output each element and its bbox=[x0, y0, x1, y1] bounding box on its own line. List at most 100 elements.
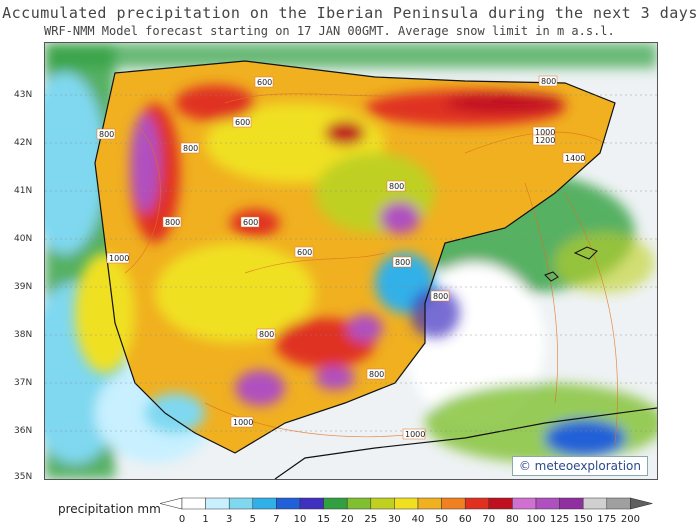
legend-tick-label: 7 bbox=[273, 514, 279, 525]
legend-tick-label: 3 bbox=[226, 514, 232, 525]
lat-label-39n: 39N bbox=[14, 282, 33, 292]
legend-swatch bbox=[582, 497, 608, 510]
lat-label-36n: 36N bbox=[14, 426, 33, 436]
legend-tick-label: 40 bbox=[412, 514, 425, 525]
snow-label-17: 800 bbox=[392, 256, 412, 268]
legend-tick-label: 20 bbox=[341, 514, 354, 525]
legend-tick-label: 50 bbox=[435, 514, 448, 525]
snow-label-5: 800 bbox=[180, 142, 200, 154]
snow-label-16: 800 bbox=[366, 368, 386, 380]
lat-label-43n: 43N bbox=[14, 90, 33, 100]
snow-label-8: 1400 bbox=[562, 152, 585, 164]
legend-tick-label: 150 bbox=[574, 514, 593, 525]
snow-label-18: 1000 bbox=[230, 416, 253, 428]
snow-label-9: 800 bbox=[386, 180, 406, 192]
legend-tick-label: 70 bbox=[482, 514, 495, 525]
snow-label-11: 800 bbox=[162, 216, 182, 228]
lat-label-37n: 37N bbox=[14, 378, 33, 388]
snow-label-7: 1200 bbox=[532, 134, 555, 146]
svg-text:600: 600 bbox=[243, 218, 258, 227]
legend-swatch bbox=[370, 497, 395, 510]
map-subtitle: WRF-NMM Model forecast starting on 17 JA… bbox=[44, 24, 615, 38]
legend-tick-label: 60 bbox=[459, 514, 472, 525]
legend-swatch bbox=[346, 497, 372, 510]
legend-swatch bbox=[488, 497, 513, 510]
snow-label-3: 600 bbox=[254, 76, 274, 88]
svg-text:1000: 1000 bbox=[233, 418, 253, 427]
legend-swatch bbox=[417, 497, 442, 510]
legend-tick-label: 25 bbox=[364, 514, 377, 525]
map-canvas: 800 800 600 600 800 1000 1200 1400 800 6… bbox=[45, 43, 657, 479]
snow-contours bbox=[124, 92, 618, 444]
legend-swatch bbox=[606, 497, 631, 510]
svg-text:800: 800 bbox=[433, 292, 448, 301]
lat-label-41n: 41N bbox=[14, 186, 33, 196]
lat-label-38n: 38N bbox=[14, 330, 33, 340]
lat-label-35n: 35N bbox=[14, 472, 33, 482]
legend-tick-label: 100 bbox=[526, 514, 545, 525]
legend-swatch bbox=[276, 497, 301, 510]
svg-text:800: 800 bbox=[183, 144, 198, 153]
legend-colorbar: 0 1 3 5 7 10 15 20 25 30 40 50 60 70 80 100 125 150 175 200 bbox=[159, 497, 653, 525]
legend-swatch bbox=[181, 497, 206, 510]
legend-swatch bbox=[441, 497, 466, 510]
legend-tick-label: 175 bbox=[597, 514, 616, 525]
snow-label-2: 800 bbox=[96, 128, 116, 140]
precipitation-map: 800 800 600 600 800 1000 1200 1400 800 6… bbox=[44, 42, 658, 480]
svg-text:1000: 1000 bbox=[405, 430, 425, 439]
svg-text:800: 800 bbox=[99, 130, 114, 139]
snow-label-13: 600 bbox=[294, 246, 314, 258]
snow-label-12: 800 bbox=[430, 290, 450, 302]
svg-text:600: 600 bbox=[235, 118, 250, 127]
legend-swatch bbox=[535, 497, 560, 510]
svg-text:1400: 1400 bbox=[565, 154, 585, 163]
africa-coastline bbox=[274, 407, 657, 479]
legend-swatch bbox=[323, 497, 348, 510]
legend-tick-label: 80 bbox=[506, 514, 519, 525]
legend-tick-label: 0 bbox=[179, 514, 185, 525]
svg-text:1200: 1200 bbox=[535, 136, 555, 145]
legend-tick-label: 15 bbox=[317, 514, 330, 525]
legend-swatch bbox=[394, 497, 419, 510]
legend-tick-label: 1 bbox=[202, 514, 208, 525]
svg-text:600: 600 bbox=[297, 248, 312, 257]
legend-swatch bbox=[512, 497, 537, 510]
legend-tick-label: 10 bbox=[294, 514, 307, 525]
legend-tick-label: 30 bbox=[388, 514, 401, 525]
legend-tick-label: 125 bbox=[550, 514, 569, 525]
legend-arrow-left bbox=[159, 497, 183, 510]
legend-swatch bbox=[252, 497, 277, 510]
legend-arrow-right bbox=[630, 497, 653, 510]
legend-tick-label: 5 bbox=[250, 514, 256, 525]
snow-label-10: 600 bbox=[240, 216, 260, 228]
svg-text:1000: 1000 bbox=[109, 254, 129, 263]
svg-text:800: 800 bbox=[395, 258, 410, 267]
balearic-islands bbox=[544, 246, 598, 282]
svg-text:1000: 1000 bbox=[535, 128, 555, 137]
legend-title: precipitation mm bbox=[58, 502, 161, 516]
precipitation-legend: precipitation mm 0 1 3 5 7 10 15 20 25 30 40 50 60 70… bbox=[0, 492, 700, 525]
lat-label-42n: 42N bbox=[14, 138, 33, 148]
coastline bbox=[94, 60, 616, 454]
legend-swatch bbox=[299, 497, 324, 510]
credit-badge[interactable]: © meteoexploration bbox=[511, 456, 648, 476]
snow-label-4: 600 bbox=[232, 116, 252, 128]
svg-text:800: 800 bbox=[165, 218, 180, 227]
snow-label-1: 800 bbox=[538, 75, 558, 87]
svg-text:800: 800 bbox=[541, 77, 556, 86]
legend-swatch bbox=[228, 497, 254, 510]
svg-text:600: 600 bbox=[257, 78, 272, 87]
snow-label-14: 1000 bbox=[106, 252, 129, 264]
legend-swatch bbox=[464, 497, 490, 510]
legend-swatch bbox=[205, 497, 230, 510]
lat-label-40n: 40N bbox=[14, 234, 33, 244]
snow-label-19: 1000 bbox=[402, 428, 425, 440]
snow-label-15: 800 bbox=[256, 328, 276, 340]
legend-swatch bbox=[559, 497, 584, 510]
snow-limit-labels: 800 800 600 600 800 1000 1200 1400 800 6… bbox=[96, 75, 585, 440]
svg-text:800: 800 bbox=[369, 370, 384, 379]
legend-tick-label: 200 bbox=[621, 514, 640, 525]
map-title: Accumulated precipitation on the Iberian… bbox=[2, 4, 698, 22]
svg-text:800: 800 bbox=[259, 330, 274, 339]
svg-text:800: 800 bbox=[389, 182, 404, 191]
